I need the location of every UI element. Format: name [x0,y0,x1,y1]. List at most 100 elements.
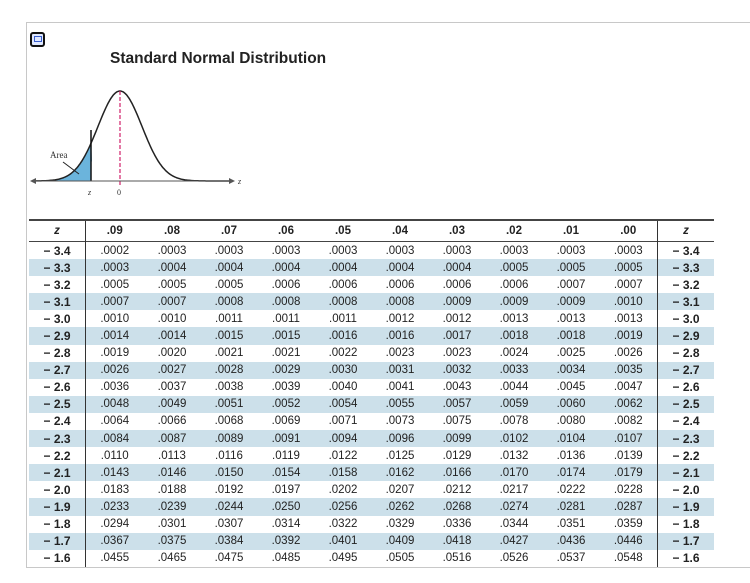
row-z-left: − 3.4 [29,241,86,260]
table-cell: .0091 [271,432,301,445]
row-z-left: − 2.9 [29,327,86,345]
row-z-left: − 3.0 [29,310,86,328]
table-cell: .0006 [271,278,301,291]
row-z-right: − 2.1 [657,464,714,482]
column-header: .08 [163,225,180,237]
column-header: .06 [277,225,294,237]
table-cell: .0036 [100,381,130,394]
table-cell: .0055 [385,398,415,411]
table-cell: .0107 [613,432,643,445]
table-cell: .0143 [100,466,130,479]
table-cell: .0301 [157,518,187,531]
table-cell: .0294 [100,518,130,531]
table-cell: .0446 [613,535,643,548]
table-cell: .0008 [328,295,358,308]
table-cell: .0116 [215,449,243,462]
table-row: − 3.4 .0002 .0003 .0003 .0003 .0003 .0003 .0003… [29,241,714,260]
row-z-left: − 2.0 [29,481,86,499]
table-cell: .0559 [86,567,144,568]
table-cell: .0409 [385,535,415,548]
table-row: − 2.6 .0036 .0037 .0038 .0039 .0040 .0041 .0043… [29,378,714,396]
table-cell: .0329 [385,518,415,531]
table-cell: .0073 [385,415,415,428]
table-cell: .0250 [271,500,301,513]
table-cell: .0113 [158,449,186,462]
table-cell: .0011 [329,312,357,325]
table-cell: .0485 [271,552,301,565]
row-z-left: − 1.9 [29,498,86,516]
table-cell: .0004 [214,261,244,274]
table-cell: .0119 [272,449,300,462]
table-cell: .0022 [328,347,358,360]
table-cell: .0020 [157,347,187,360]
table-cell: .0048 [100,398,130,411]
table-cell: .0571 [143,567,200,568]
table-cell: .0043 [442,381,472,394]
row-z-left: − 2.1 [29,464,86,482]
table-cell: .0010 [157,312,187,325]
table-row: − 2.7 .0026 .0027 .0028 .0029 .0030 .0031 .0032… [29,361,714,379]
table-cell: .0630 [428,567,485,568]
table-row: − 3.0 .0010 .0010 .0011 .0011 .0011 .0012 .0012… [29,310,714,328]
table-cell: .0015 [271,330,301,343]
table-cell: .0401 [328,535,358,548]
table-cell: .0012 [385,312,415,325]
shaded-area-fill [32,143,91,181]
table-cell: .0009 [442,295,472,308]
normal-curve-figure: Area z 0 z [30,90,242,197]
table-cell: .0007 [613,278,643,291]
table-cell: .0023 [442,347,472,360]
axis-label: z [237,177,242,186]
row-z-left: − 1.8 [29,515,86,533]
table-cell: .0228 [613,483,643,496]
table-cell: .0068 [214,415,244,428]
table-cell: .0004 [157,261,187,274]
table-cell: .0436 [556,535,586,548]
table-cell: .0062 [613,398,643,411]
row-z-left: − 1.7 [29,532,86,550]
table-cell: .0028 [214,364,244,377]
table-cell: .0007 [556,278,586,291]
table-cell: .0359 [613,518,643,531]
table-cell: .0009 [556,295,586,308]
area-label: Area [50,150,68,160]
table-cell: .0057 [442,398,472,411]
table-cell: .0516 [442,552,472,565]
table-cell: .0132 [499,449,529,462]
table-cell: .0606 [314,567,371,568]
table-cell: .0102 [499,432,529,445]
table-cell: .0082 [613,415,643,428]
table-cell: .0003 [100,261,130,274]
row-z-left: − 2.6 [29,378,86,396]
table-cell: .0154 [271,466,301,479]
row-z-right: − 2.5 [657,395,714,413]
table-cell: .0008 [271,295,301,308]
table-cell: .0239 [157,500,187,513]
column-header: .07 [220,225,237,237]
table-cell: .0005 [613,261,643,274]
table-cell: .0003 [157,244,187,257]
table-cell: .0049 [157,398,187,411]
table-cell: .0104 [556,432,586,445]
table-cell: .0003 [271,244,301,257]
table-cell: .0150 [214,466,244,479]
row-z-left: − 3.2 [29,276,86,294]
row-z-right: − 2.6 [657,378,714,396]
row-z-left: − 2.8 [29,344,86,362]
table-cell: .0014 [100,330,130,343]
table-cell: .0018 [499,330,529,343]
table-cell: .0011 [272,312,300,325]
table-cell: .0003 [499,244,529,257]
table-cell: .0594 [257,567,314,568]
table-cell: .0014 [157,330,187,343]
table-cell: .0007 [157,295,187,308]
table-cell: .0011 [215,312,243,325]
expand-icon[interactable] [30,32,45,47]
table-row: − 2.1 .0143 .0146 .0150 .0154 .0158 .0162 .0166… [29,464,714,482]
row-z-right: − 2.2 [657,447,714,465]
bell-curve [32,90,232,182]
table-cell: .0122 [328,449,358,462]
table-cell: .0010 [613,295,643,308]
row-z-right: − 2.0 [657,481,714,499]
table-cell: .0314 [271,518,301,531]
